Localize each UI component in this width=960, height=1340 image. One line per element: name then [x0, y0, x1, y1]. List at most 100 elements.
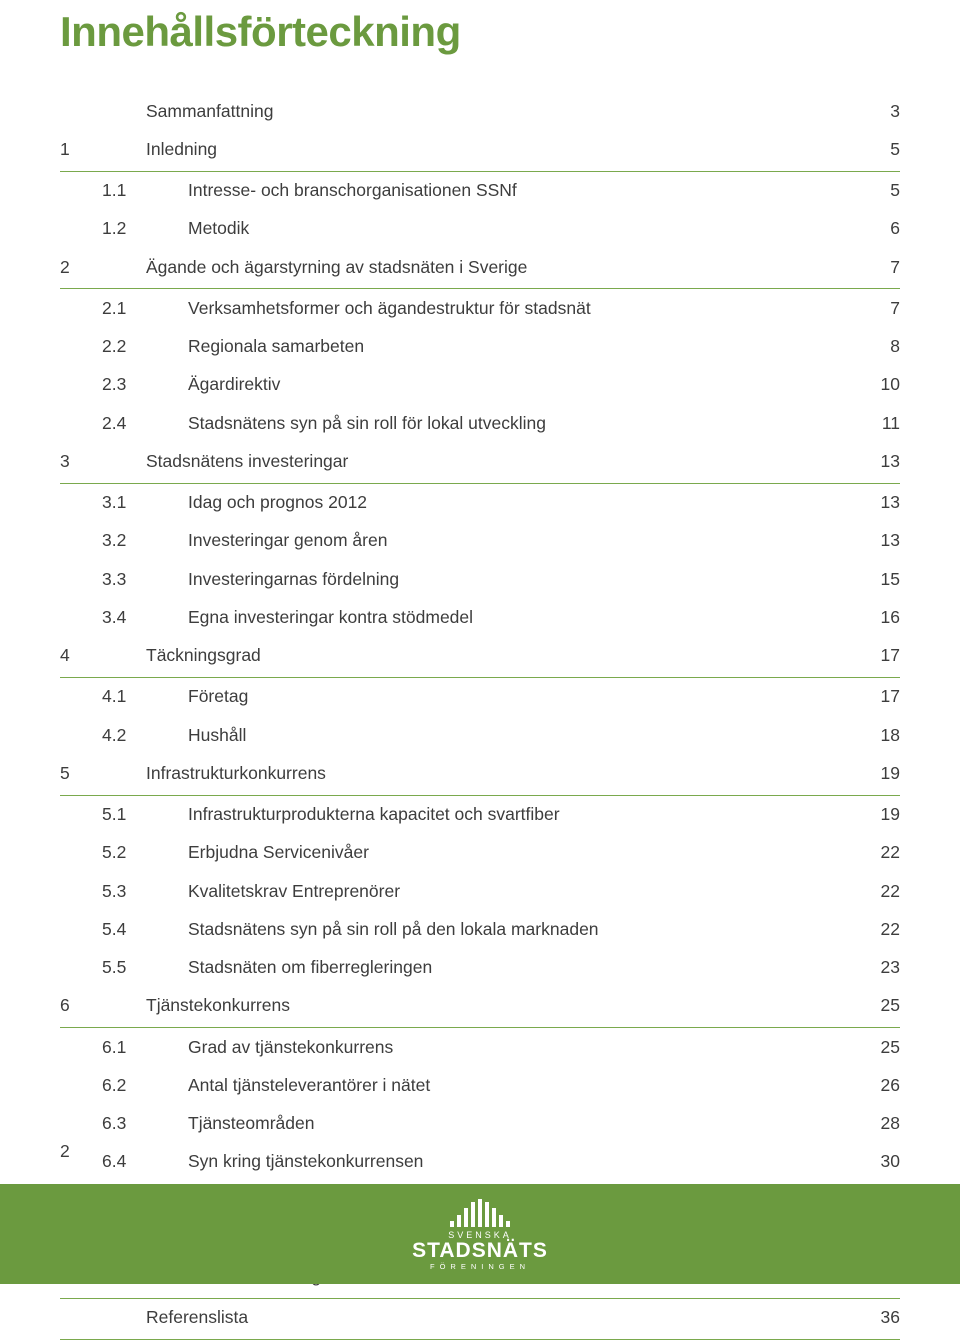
toc-entry-title: Hushåll [188, 719, 850, 752]
toc-section-row: 4Täckningsgrad17 [60, 637, 900, 675]
toc-entry-number: 4.1 [60, 680, 188, 713]
toc-subsection-row: 6.2Antal tjänsteleverantörer i nätet26 [60, 1066, 900, 1104]
toc-section-row: 6Tjänstekonkurrens25 [60, 987, 900, 1025]
toc-entry-number: 4 [60, 639, 146, 672]
toc-entry-page: 22 [850, 875, 900, 908]
toc-entry-number: 2.3 [60, 368, 188, 401]
logo-line-sub: FÖRENINGEN [412, 1263, 548, 1271]
toc-subsection-row: 5.4Stadsnätens syn på sin roll på den lo… [60, 910, 900, 948]
toc-entry-page: 26 [850, 1069, 900, 1102]
toc-entry-page: 36 [850, 1301, 900, 1334]
toc-entry-number: 5.4 [60, 913, 188, 946]
toc-subsection-row: 2.3Ägardirektiv10 [60, 366, 900, 404]
toc-entry-title: Metodik [188, 212, 850, 245]
toc-entry-page: 19 [850, 757, 900, 790]
toc-entry-number: 5.5 [60, 951, 188, 984]
toc-subsection-row: 6.4Syn kring tjänstekonkurrensen30 [60, 1143, 900, 1181]
toc-entry-page: 16 [850, 601, 900, 634]
toc-entry-title: Referenslista [146, 1301, 850, 1334]
toc-entry-page: 23 [850, 951, 900, 984]
toc-subsection-row: 2.1Verksamhetsformer och ägandestruktur … [60, 289, 900, 327]
toc-subsection-row: 3.2Investeringar genom åren13 [60, 522, 900, 560]
toc-section-row: 2Ägande och ägarstyrning av stadsnäten i… [60, 248, 900, 286]
page-number: 2 [60, 1141, 70, 1162]
toc-subsection-row: 5.2Erbjudna Servicenivåer22 [60, 834, 900, 872]
toc-entry-title: Inledning [146, 133, 850, 166]
toc-entry-title: Stadsnäten om fiberregleringen [188, 951, 850, 984]
toc-subsection-row: 5.5Stadsnäten om fiberregleringen23 [60, 949, 900, 987]
toc-entry-title: Sammanfattning [146, 95, 850, 128]
toc-subsection-row: 3.3Investeringarnas fördelning15 [60, 560, 900, 598]
toc-entry-title: Intresse- och branschorganisationen SSNf [188, 174, 850, 207]
toc-entry-number: 1 [60, 133, 146, 166]
toc-entry-page: 8 [850, 330, 900, 363]
toc-section-row: 3Stadsnätens investeringar13 [60, 442, 900, 480]
toc-entry-page: 3 [850, 95, 900, 128]
toc-entry-number: 5.1 [60, 798, 188, 831]
toc-entry-number: 3.3 [60, 563, 188, 596]
toc-entry-page: 17 [850, 680, 900, 713]
toc-entry-title: Stadsnätens syn på sin roll för lokal ut… [188, 407, 850, 440]
toc-entry-title: Idag och prognos 2012 [188, 486, 850, 519]
toc-entry-title: Syn kring tjänstekonkurrensen [188, 1145, 850, 1178]
toc-entry-title: Tjänsteområden [188, 1107, 850, 1140]
toc-entry-number: 6.2 [60, 1069, 188, 1102]
toc-entry-title: Investeringar genom åren [188, 524, 850, 557]
toc-subsection-row: 6.3Tjänsteområden28 [60, 1105, 900, 1143]
toc-entry-title: Ägande och ägarstyrning av stadsnäten i … [146, 251, 850, 284]
toc-entry-title: Investeringarnas fördelning [188, 563, 850, 596]
toc-entry-title: Stadsnätens investeringar [146, 445, 850, 478]
toc-entry-page: 19 [850, 798, 900, 831]
logo-arch-icon [449, 1197, 511, 1227]
toc-entry-number: 3 [60, 445, 146, 478]
toc-entry-page: 5 [850, 174, 900, 207]
toc-entry-number: 6 [60, 989, 146, 1022]
toc-entry-page: 22 [850, 836, 900, 869]
toc-subsection-row: 5.1Infrastrukturprodukterna kapacitet oc… [60, 796, 900, 834]
toc-entry-number: 6.4 [60, 1145, 188, 1178]
toc-entry-title: Infrastrukturkonkurrens [146, 757, 850, 790]
toc-subsection-row: 2.4Stadsnätens syn på sin roll för lokal… [60, 404, 900, 442]
toc-subsection-row: 3.4Egna investeringar kontra stödmedel16 [60, 598, 900, 636]
toc-entry-page: 18 [850, 719, 900, 752]
toc-entry-page: 13 [850, 445, 900, 478]
toc-entry-page: 10 [850, 368, 900, 401]
toc-entry-page: 30 [850, 1145, 900, 1178]
toc-entry-title: Erbjudna Servicenivåer [188, 836, 850, 869]
toc-entry-title: Företag [188, 680, 850, 713]
toc-entry-page: 28 [850, 1107, 900, 1140]
toc-entry-number: 6.1 [60, 1031, 188, 1064]
toc-entry-number: 5.2 [60, 836, 188, 869]
toc-entry-page: 25 [850, 1031, 900, 1064]
toc-entry-title: Egna investeringar kontra stödmedel [188, 601, 850, 634]
toc-entry-title: Kvalitetskrav Entreprenörer [188, 875, 850, 908]
page-content: Innehållsförteckning Sammanfattning31Inl… [0, 0, 960, 1340]
toc-entry-title: Regionala samarbeten [188, 330, 850, 363]
toc-entry-number: 1.1 [60, 174, 188, 207]
toc-subsection-row: 4.2Hushåll18 [60, 716, 900, 754]
toc-entry-page: 7 [850, 292, 900, 325]
toc-entry-title: Täckningsgrad [146, 639, 850, 672]
toc-entry-title: Grad av tjänstekonkurrens [188, 1031, 850, 1064]
toc-entry-page: 6 [850, 212, 900, 245]
page-title: Innehållsförteckning [60, 0, 900, 56]
toc-entry-title: Ägardirektiv [188, 368, 850, 401]
footer-band: SVENSKA STADSNÄTS FÖRENINGEN [0, 1184, 960, 1284]
toc-entry-number: 6.3 [60, 1107, 188, 1140]
toc-entry-number: 4.2 [60, 719, 188, 752]
toc-entry-title: Tjänstekonkurrens [146, 989, 850, 1022]
toc-entry-page: 17 [850, 639, 900, 672]
toc-entry-title: Infrastrukturprodukterna kapacitet och s… [188, 798, 850, 831]
toc-entry-title: Antal tjänsteleverantörer i nätet [188, 1069, 850, 1102]
toc-subsection-row: 2.2Regionala samarbeten8 [60, 328, 900, 366]
toc-subsection-row: 6.1Grad av tjänstekonkurrens25 [60, 1028, 900, 1066]
footer-logo: SVENSKA STADSNÄTS FÖRENINGEN [412, 1197, 548, 1271]
toc-entry-number: 3.2 [60, 524, 188, 557]
toc-entry-number: 2.1 [60, 292, 188, 325]
toc-entry-number: 2 [60, 251, 146, 284]
toc-entry-page: 13 [850, 486, 900, 519]
toc-entry-page: 11 [850, 407, 900, 440]
toc-section-row: 5Infrastrukturkonkurrens19 [60, 754, 900, 792]
toc-entry-number: 1.2 [60, 212, 188, 245]
toc-section-row: Referenslista36 [60, 1299, 900, 1337]
